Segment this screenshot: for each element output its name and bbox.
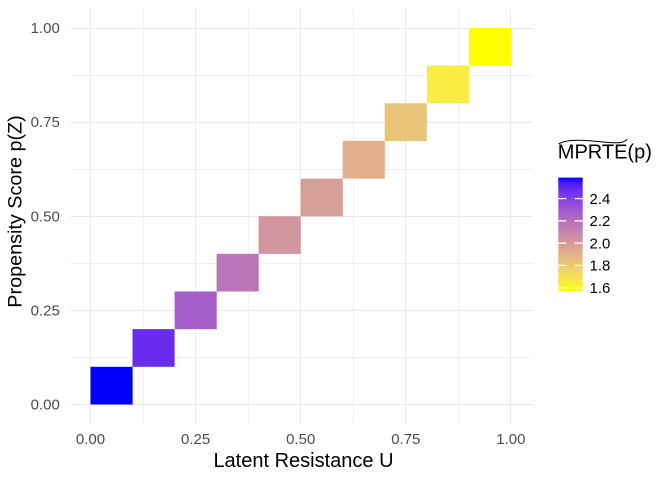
svg-text:2.4: 2.4: [590, 191, 611, 208]
svg-text:Propensity Score p(Z): Propensity Score p(Z): [5, 115, 27, 307]
svg-text:0.25: 0.25: [181, 431, 210, 448]
svg-text:1.6: 1.6: [590, 280, 611, 297]
svg-text:0.00: 0.00: [76, 431, 105, 448]
svg-text:0.50: 0.50: [31, 208, 60, 225]
svg-text:0.25: 0.25: [31, 302, 60, 319]
svg-text:1.8: 1.8: [590, 258, 611, 275]
svg-text:0.00: 0.00: [31, 397, 60, 414]
svg-text:0.75: 0.75: [31, 114, 60, 131]
svg-text:0.75: 0.75: [391, 431, 420, 448]
svg-text:0.50: 0.50: [286, 431, 315, 448]
svg-text:2.2: 2.2: [590, 213, 611, 230]
svg-text:MPRTE(p): MPRTE(p): [558, 142, 652, 164]
svg-text:1.00: 1.00: [496, 431, 525, 448]
svg-text:1.00: 1.00: [31, 20, 60, 37]
svg-text:Latent Resistance U: Latent Resistance U: [213, 450, 393, 472]
svg-text:2.0: 2.0: [590, 235, 611, 252]
